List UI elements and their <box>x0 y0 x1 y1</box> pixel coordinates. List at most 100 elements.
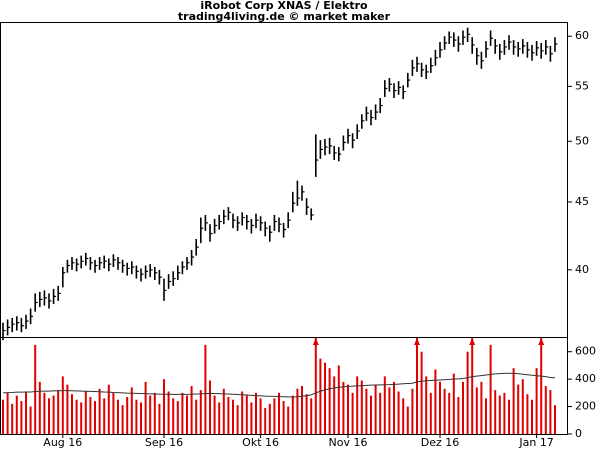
volume-bar <box>393 381 395 434</box>
volume-bar <box>503 392 506 434</box>
volume-bar <box>397 391 400 434</box>
overflow-arrow <box>414 338 420 345</box>
volume-bar <box>172 398 175 434</box>
volume-bar <box>531 399 533 434</box>
volume-bar <box>402 398 405 434</box>
x-tick-label: Aug 16 <box>43 436 82 449</box>
volume-bar <box>222 388 225 434</box>
y-tick-label: 400 <box>575 372 596 385</box>
volume-bar <box>416 338 418 434</box>
volume-bar <box>508 399 510 434</box>
volume-bar <box>153 392 156 434</box>
volume-bar <box>167 391 170 434</box>
volume-bar <box>379 392 382 434</box>
volume-bar <box>549 390 552 434</box>
volume-bar <box>186 395 188 434</box>
volume-bar <box>411 388 414 434</box>
volume-bar <box>535 368 538 434</box>
chart-title: iRobot Corp XNAS / Elektro <box>200 0 368 12</box>
volume-bar <box>117 399 119 434</box>
x-tick-label: Sep 16 <box>145 436 183 449</box>
volume-bar <box>38 381 41 434</box>
volume-bar <box>429 392 432 434</box>
volume-bar <box>112 392 115 434</box>
volume-bar <box>199 390 202 434</box>
volume-bar <box>471 338 474 434</box>
volume-bar <box>443 388 446 434</box>
volume-bar <box>268 403 271 434</box>
volume-bar <box>135 399 138 434</box>
x-tick-label: Dez 16 <box>421 436 460 449</box>
volume-bar <box>360 380 363 434</box>
volume-bar <box>517 384 520 434</box>
volume-bar <box>512 368 515 434</box>
volume-bar <box>448 392 451 434</box>
volume-bar <box>43 392 46 434</box>
volume-frame <box>0 337 568 435</box>
volume-bar <box>236 405 239 434</box>
volume-bar <box>89 396 92 434</box>
overflow-arrow <box>538 338 545 345</box>
y-tick-label: 60 <box>575 29 589 42</box>
volume-bar <box>61 376 64 434</box>
volume-bar <box>457 396 460 434</box>
volume-bar <box>383 376 386 434</box>
volume-bar <box>52 395 55 434</box>
volume-bar <box>452 373 455 434</box>
volume-bar <box>374 384 377 434</box>
volume-bar <box>25 391 27 434</box>
volume-bar <box>98 388 101 434</box>
volume-bar <box>227 396 230 434</box>
volume-bar <box>434 369 437 434</box>
volume-bar <box>475 387 478 434</box>
volume-bar <box>144 381 147 434</box>
volume-bar <box>250 402 253 434</box>
y-tick-label: 200 <box>575 400 596 413</box>
volume-bar <box>314 338 317 434</box>
volume-bar <box>439 381 441 434</box>
volume-bar <box>319 358 322 434</box>
volume-bar <box>521 379 524 434</box>
volume-bar <box>57 390 60 434</box>
y-tick-label: 600 <box>575 345 596 358</box>
volume-bar <box>356 376 359 434</box>
volume-bar <box>305 394 308 434</box>
volume-bar <box>287 406 290 434</box>
volume-bar <box>103 398 106 434</box>
volume-bar <box>462 381 464 434</box>
volume-bar <box>554 405 556 434</box>
volume-bar <box>176 401 179 434</box>
volume-bar <box>310 398 313 434</box>
volume-bar <box>213 395 216 434</box>
volume-bar <box>107 384 110 434</box>
volume-bar <box>485 398 487 434</box>
volume-bar <box>241 391 244 434</box>
volume-bar <box>2 399 4 434</box>
volume-bar <box>480 381 483 434</box>
volume-bar <box>333 376 336 434</box>
chart-subtitle: trading4living.de © market maker <box>178 10 391 23</box>
volume-bar <box>328 368 331 434</box>
y-tick-label: 40 <box>575 263 589 276</box>
x-tick-label: Nov 16 <box>329 436 368 449</box>
volume-bar <box>498 395 501 434</box>
y-tick-label: 0 <box>575 427 582 440</box>
volume-bar <box>347 384 349 434</box>
volume-bar <box>540 338 543 434</box>
volume-bar <box>20 401 23 434</box>
volume-bar <box>94 401 96 434</box>
overflow-arrow <box>312 338 319 345</box>
volume-bar <box>75 399 78 434</box>
volume-bar <box>209 380 211 434</box>
volume-bar <box>149 395 152 434</box>
volume-bar <box>406 406 409 434</box>
x-tick-label: Jan 17 <box>518 436 553 449</box>
volume-bar <box>66 384 69 434</box>
volume-bar <box>301 386 303 434</box>
volume-bar <box>255 392 257 434</box>
volume-bar <box>11 403 14 434</box>
volume-bar <box>342 381 345 434</box>
